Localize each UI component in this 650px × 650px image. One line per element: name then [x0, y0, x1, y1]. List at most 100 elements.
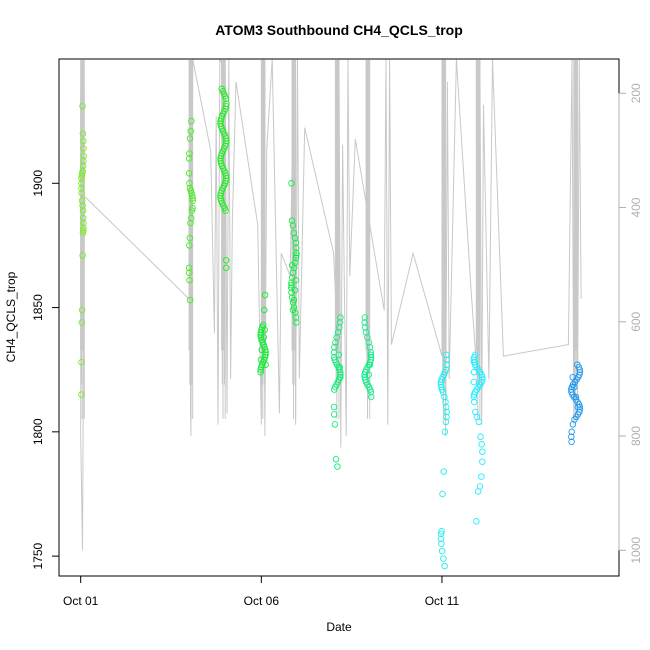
data-point: [292, 276, 300, 284]
data-point: [185, 264, 193, 272]
data-point: [442, 398, 449, 406]
data-point: [336, 319, 344, 326]
data-point: [79, 202, 86, 209]
data-point: [288, 262, 296, 269]
data-point: [186, 150, 193, 157]
data-point: [222, 170, 229, 177]
data-point: [258, 346, 265, 354]
data-point: [292, 239, 300, 247]
data-point: [443, 361, 450, 368]
data-point: [335, 351, 342, 359]
data-point: [290, 296, 298, 304]
data-point: [80, 219, 87, 227]
data-point: [261, 306, 268, 314]
right-tick-label: 1000: [629, 537, 643, 564]
x-tick-label: Oct 01: [63, 594, 99, 608]
data-point: [361, 371, 368, 378]
data-point: [441, 562, 448, 570]
data-point: [258, 326, 265, 334]
data-point: [470, 368, 478, 376]
right-tick-label: 800: [629, 426, 643, 446]
data-point: [474, 488, 482, 495]
data-point: [188, 207, 196, 214]
data-point: [293, 249, 300, 257]
data-point: [222, 172, 230, 180]
data-point: [330, 403, 338, 411]
data-point: [478, 473, 485, 480]
data-point: [289, 222, 297, 229]
pressure-lines: [80, 58, 582, 551]
data-point: [470, 354, 478, 361]
data-point: [439, 490, 446, 498]
data-point: [185, 155, 193, 162]
data-point: [437, 378, 445, 386]
data-point: [470, 393, 478, 401]
data-point: [80, 157, 87, 165]
data-point: [185, 170, 193, 177]
data-point: [473, 518, 480, 525]
data-point: [185, 269, 193, 277]
data-point: [569, 421, 577, 428]
data-point: [78, 170, 86, 177]
x-axis: Oct 01 Oct 06 Oct 11: [63, 575, 460, 608]
data-point: [443, 403, 450, 411]
data-point: [332, 455, 340, 463]
data-point: [293, 319, 300, 326]
data-point: [222, 95, 230, 103]
data-point: [334, 463, 341, 470]
data-point: [189, 204, 196, 212]
data-point: [292, 314, 300, 321]
data-point: [364, 381, 371, 388]
data-point: [186, 296, 194, 304]
data-point: [223, 264, 230, 272]
data-point: [79, 130, 87, 137]
data-point: [187, 219, 194, 227]
data-point: [365, 371, 372, 378]
right-tick-label: 600: [629, 311, 643, 331]
data-point: [443, 413, 450, 421]
data-point: [330, 411, 338, 418]
data-point: [257, 368, 264, 376]
data-points: [78, 85, 584, 570]
data-point: [367, 351, 375, 359]
data-point: [367, 354, 375, 361]
data-point: [568, 428, 575, 436]
data-point: [79, 167, 86, 175]
y-axis-label: CH4_QCLS_trop: [4, 271, 18, 362]
data-point: [292, 254, 300, 262]
data-point: [188, 214, 195, 222]
data-point: [78, 189, 85, 197]
y-tick-label: 1800: [31, 418, 45, 445]
data-point: [440, 555, 447, 562]
data-point: [293, 244, 300, 252]
data-point: [438, 528, 445, 535]
data-point: [438, 376, 445, 383]
data-point: [442, 351, 450, 359]
data-point: [441, 428, 449, 436]
data-point: [79, 229, 87, 237]
series-5: [330, 314, 344, 470]
series-9: [568, 361, 584, 446]
data-point: [257, 366, 264, 373]
data-point: [471, 358, 479, 366]
data-point: [361, 319, 368, 326]
data-point: [188, 117, 195, 125]
data-point: [288, 217, 296, 224]
data-point: [361, 314, 369, 321]
series-3: [257, 291, 269, 376]
data-point: [222, 135, 230, 142]
data-point: [257, 356, 265, 364]
data-point: [289, 306, 297, 314]
data-point: [337, 368, 344, 376]
data-point: [80, 214, 87, 222]
data-point: [437, 535, 445, 542]
data-point: [470, 391, 478, 398]
data-point: [79, 162, 87, 170]
data-point: [568, 438, 575, 446]
data-point: [576, 403, 584, 411]
data-point: [568, 383, 576, 391]
pressure-line: [80, 58, 582, 551]
data-point: [438, 540, 445, 547]
data-point: [336, 366, 343, 373]
data-point: [443, 356, 450, 364]
